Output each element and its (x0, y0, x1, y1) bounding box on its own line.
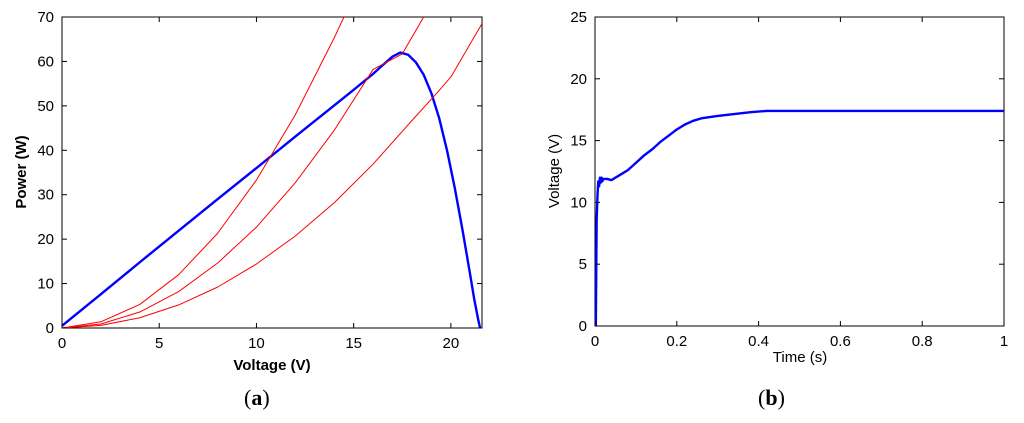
plot-b-xlabel: Time (s) (773, 349, 827, 366)
plot-b-xtick-label: 0 (591, 333, 599, 350)
panel-a: 0 5 10 15 20 0 10 20 30 40 50 60 70 Voltage (V) Powe… (13, 9, 483, 410)
plot-b-ylabel: Voltage (V) (546, 134, 563, 208)
plot-a-ytick-label: 10 (37, 276, 54, 293)
plot-b-ytick-label: 10 (570, 194, 587, 211)
plot-a-xtick-label: 20 (443, 335, 460, 352)
plot-b-xtick-label: 0.4 (748, 333, 769, 350)
plot-b-ytick-label: 5 (579, 256, 587, 273)
plot-b-frame (594, 16, 1005, 327)
plot-b-series (595, 109, 1004, 326)
plot-b-ytick-label: 25 (570, 9, 587, 26)
plot-b-ytick-label: 20 (570, 71, 587, 88)
plot-a-series (62, 17, 482, 328)
plot-b-series-line-0 (595, 109, 1004, 326)
plot-a-xlabel: Voltage (V) (233, 357, 310, 374)
caption-a: (a) (244, 385, 270, 410)
plot-a-series-line-2 (62, 17, 425, 328)
plot-b-ytick-label: 0 (579, 318, 587, 335)
plot-a-ticks: 0 5 10 15 20 0 10 20 30 40 50 60 70 (37, 9, 482, 352)
plot-a-series-line-1 (62, 17, 345, 328)
plot-a-ytick-label: 70 (37, 9, 54, 26)
plot-a-frame (61, 16, 483, 329)
plot-b-xtick-label: 0.8 (912, 333, 933, 350)
plot-a-xtick-label: 5 (155, 335, 163, 352)
plot-a-xtick-label: 10 (248, 335, 265, 352)
plot-b-xtick-label: 0.2 (666, 333, 687, 350)
plot-a-xtick-label: 15 (345, 335, 362, 352)
plot-a-ytick-label: 50 (37, 98, 54, 115)
plot-a-ylabel: Power (W) (13, 135, 30, 208)
plot-b-xtick-label: 0.6 (830, 333, 851, 350)
plot-a-ytick-label: 30 (37, 187, 54, 204)
plot-a-series-line-0 (62, 51, 482, 328)
plot-a-ytick-label: 60 (37, 53, 54, 70)
plot-b-ytick-label: 15 (570, 133, 587, 150)
plot-a-ytick-label: 40 (37, 142, 54, 159)
plot-a-xtick-label: 0 (58, 335, 66, 352)
caption-b: (b) (758, 385, 785, 410)
plot-a-ytick-label: 20 (37, 231, 54, 248)
plot-a-ytick-label: 0 (46, 320, 54, 337)
plot-b-xtick-label: 1 (1000, 333, 1008, 350)
plot-a-series-line-3 (62, 23, 482, 328)
